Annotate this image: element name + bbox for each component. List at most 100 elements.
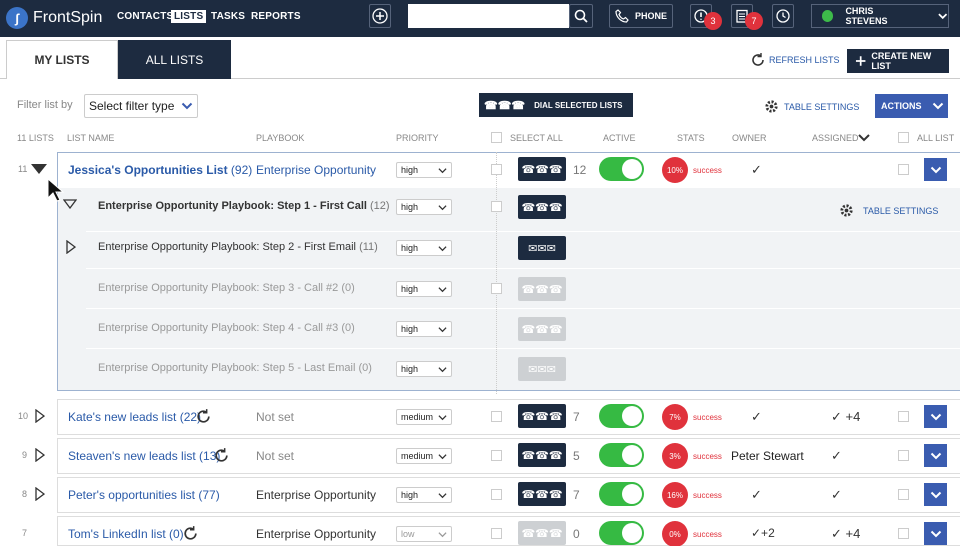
step-priority-select[interactable]: high [396,199,452,215]
step-checkbox[interactable] [491,201,502,212]
playbook-step-name[interactable]: Enterprise Opportunity Playbook: Step 3 … [98,282,355,294]
list-name-link[interactable]: Peter's opportunities list (77) [68,488,220,502]
playbook-value[interactable]: Enterprise Opportunity [256,527,377,541]
email-step-button[interactable]: ✉✉✉ [518,236,566,260]
dial-list-button-disabled: ☎☎☎ [518,521,566,545]
row-menu-button[interactable] [924,405,947,428]
refresh-icon[interactable] [213,447,230,464]
playbook-step-name[interactable]: Enterprise Opportunity Playbook: Step 4 … [98,322,355,334]
filter-type-select[interactable]: Select filter type [84,94,198,118]
list-name-header[interactable]: LIST NAME [67,133,115,143]
step-priority-select[interactable]: high [396,361,452,377]
collapse-triangle-icon[interactable] [30,163,48,175]
list-name-link[interactable]: Steaven's new leads list (13) [68,449,220,463]
dial-list-button[interactable]: ☎☎☎ [518,404,566,428]
tasks-badge: 7 [745,12,763,30]
refresh-lists-button[interactable]: REFRESH LISTS [750,52,840,68]
owner-header[interactable]: OWNER [732,133,767,143]
row-checkbox[interactable] [491,528,502,539]
assigned-value[interactable]: ✓ +4 [831,526,861,541]
assigned-header[interactable]: ASSIGNED [812,133,859,143]
collapse-step-icon[interactable] [63,199,77,209]
playbook-step-name[interactable]: Enterprise Opportunity Playbook: Step 2 … [98,241,378,253]
dial-step-button[interactable]: ☎☎☎ [518,195,566,219]
priority-value: medium [401,412,434,422]
row-checkbox[interactable] [491,411,502,422]
assigned-value[interactable]: ✓ [831,448,842,463]
assigned-value[interactable]: ✓ +4 [831,409,861,424]
step-table-settings-button[interactable]: TABLE SETTINGS [839,203,938,218]
row-checkbox[interactable] [491,164,502,175]
active-toggle[interactable] [599,157,644,181]
app-logo[interactable]: ʃ FrontSpin [6,6,102,30]
dial-list-button[interactable]: ☎☎☎ [518,482,566,506]
select-all-checkbox[interactable] [491,132,502,143]
list-name-link[interactable]: Jessica's Opportunities List (92) [68,163,252,177]
playbook-link[interactable]: Enterprise Opportunity [256,163,377,177]
refresh-label: REFRESH LISTS [769,55,840,65]
nav-lists[interactable]: LISTS [171,10,207,23]
row-select-checkbox[interactable] [898,164,909,175]
refresh-icon[interactable] [182,525,199,542]
step-priority-select[interactable]: high [396,321,452,337]
expand-row-icon[interactable] [35,487,45,501]
priority-header[interactable]: PRIORITY [396,133,439,143]
priority-select[interactable]: medium [396,409,452,425]
row-menu-button[interactable] [924,158,947,181]
nav-reports[interactable]: REPORTS [251,11,301,22]
refresh-icon[interactable] [195,408,212,425]
tab-all-lists[interactable]: ALL LISTS [118,40,231,79]
dial-list-button[interactable]: ☎☎☎ [518,443,566,467]
playbook-value[interactable]: Enterprise Opportunity [256,488,377,502]
active-header[interactable]: ACTIVE [603,133,636,143]
active-toggle[interactable] [599,482,644,506]
step-priority-select[interactable]: high [396,281,452,297]
priority-select[interactable]: medium [396,448,452,464]
active-toggle[interactable] [599,521,644,545]
step-checkbox[interactable] [491,283,502,294]
create-new-list-button[interactable]: CREATE NEW LIST [847,49,949,73]
search-input[interactable] [408,4,569,28]
step-priority-select[interactable]: high [396,240,452,256]
dial-selected-lists-button[interactable]: ☎☎☎ DIAL SELECTED LISTS [479,93,633,117]
playbook-step-name[interactable]: Enterprise Opportunity Playbook: Step 1 … [98,200,390,212]
row-menu-button[interactable] [924,444,947,467]
all-lists-checkbox[interactable] [898,132,909,143]
history-button[interactable] [772,4,794,28]
playbook-header[interactable]: PLAYBOOK [256,133,305,143]
search-button[interactable] [569,4,593,28]
row-menu-button[interactable] [924,522,947,545]
actions-dropdown[interactable]: ACTIONS [875,94,948,118]
priority-select[interactable]: high [396,162,452,178]
row-checkbox[interactable] [491,489,502,500]
list-name-link[interactable]: Tom's LinkedIn list (0) [68,527,184,541]
expand-row-icon[interactable] [35,448,45,462]
sort-down-icon[interactable] [858,133,870,143]
add-button[interactable] [369,4,391,28]
table-settings-button[interactable]: TABLE SETTINGS [764,99,859,114]
expand-step-icon[interactable] [66,240,76,254]
user-menu[interactable]: CHRIS STEVENS [811,4,949,28]
plus-circle-icon [372,8,388,24]
priority-select[interactable]: high [396,487,452,503]
nav-contacts[interactable]: CONTACTS [117,11,174,22]
expand-row-icon[interactable] [35,409,45,423]
row-checkbox[interactable] [491,450,502,461]
tab-my-lists[interactable]: MY LISTS [6,40,118,79]
row-select-checkbox[interactable] [898,528,909,539]
dial-list-button[interactable]: ☎☎☎ [518,157,566,181]
nav-tasks[interactable]: TASKS [211,11,246,22]
active-toggle[interactable] [599,443,644,467]
assigned-value[interactable]: ✓ [831,487,842,502]
row-select-checkbox[interactable] [898,489,909,500]
active-toggle[interactable] [599,404,644,428]
row-select-checkbox[interactable] [898,450,909,461]
priority-select[interactable]: low [396,526,452,542]
row-select-checkbox[interactable] [898,411,909,422]
stats-header[interactable]: STATS [677,133,705,143]
playbook-step-name[interactable]: Enterprise Opportunity Playbook: Step 5 … [98,362,372,374]
step-count: (0) [341,322,355,334]
list-name-link[interactable]: Kate's new leads list (22) [68,410,201,424]
phone-button[interactable]: PHONE [609,4,673,28]
row-menu-button[interactable] [924,483,947,506]
